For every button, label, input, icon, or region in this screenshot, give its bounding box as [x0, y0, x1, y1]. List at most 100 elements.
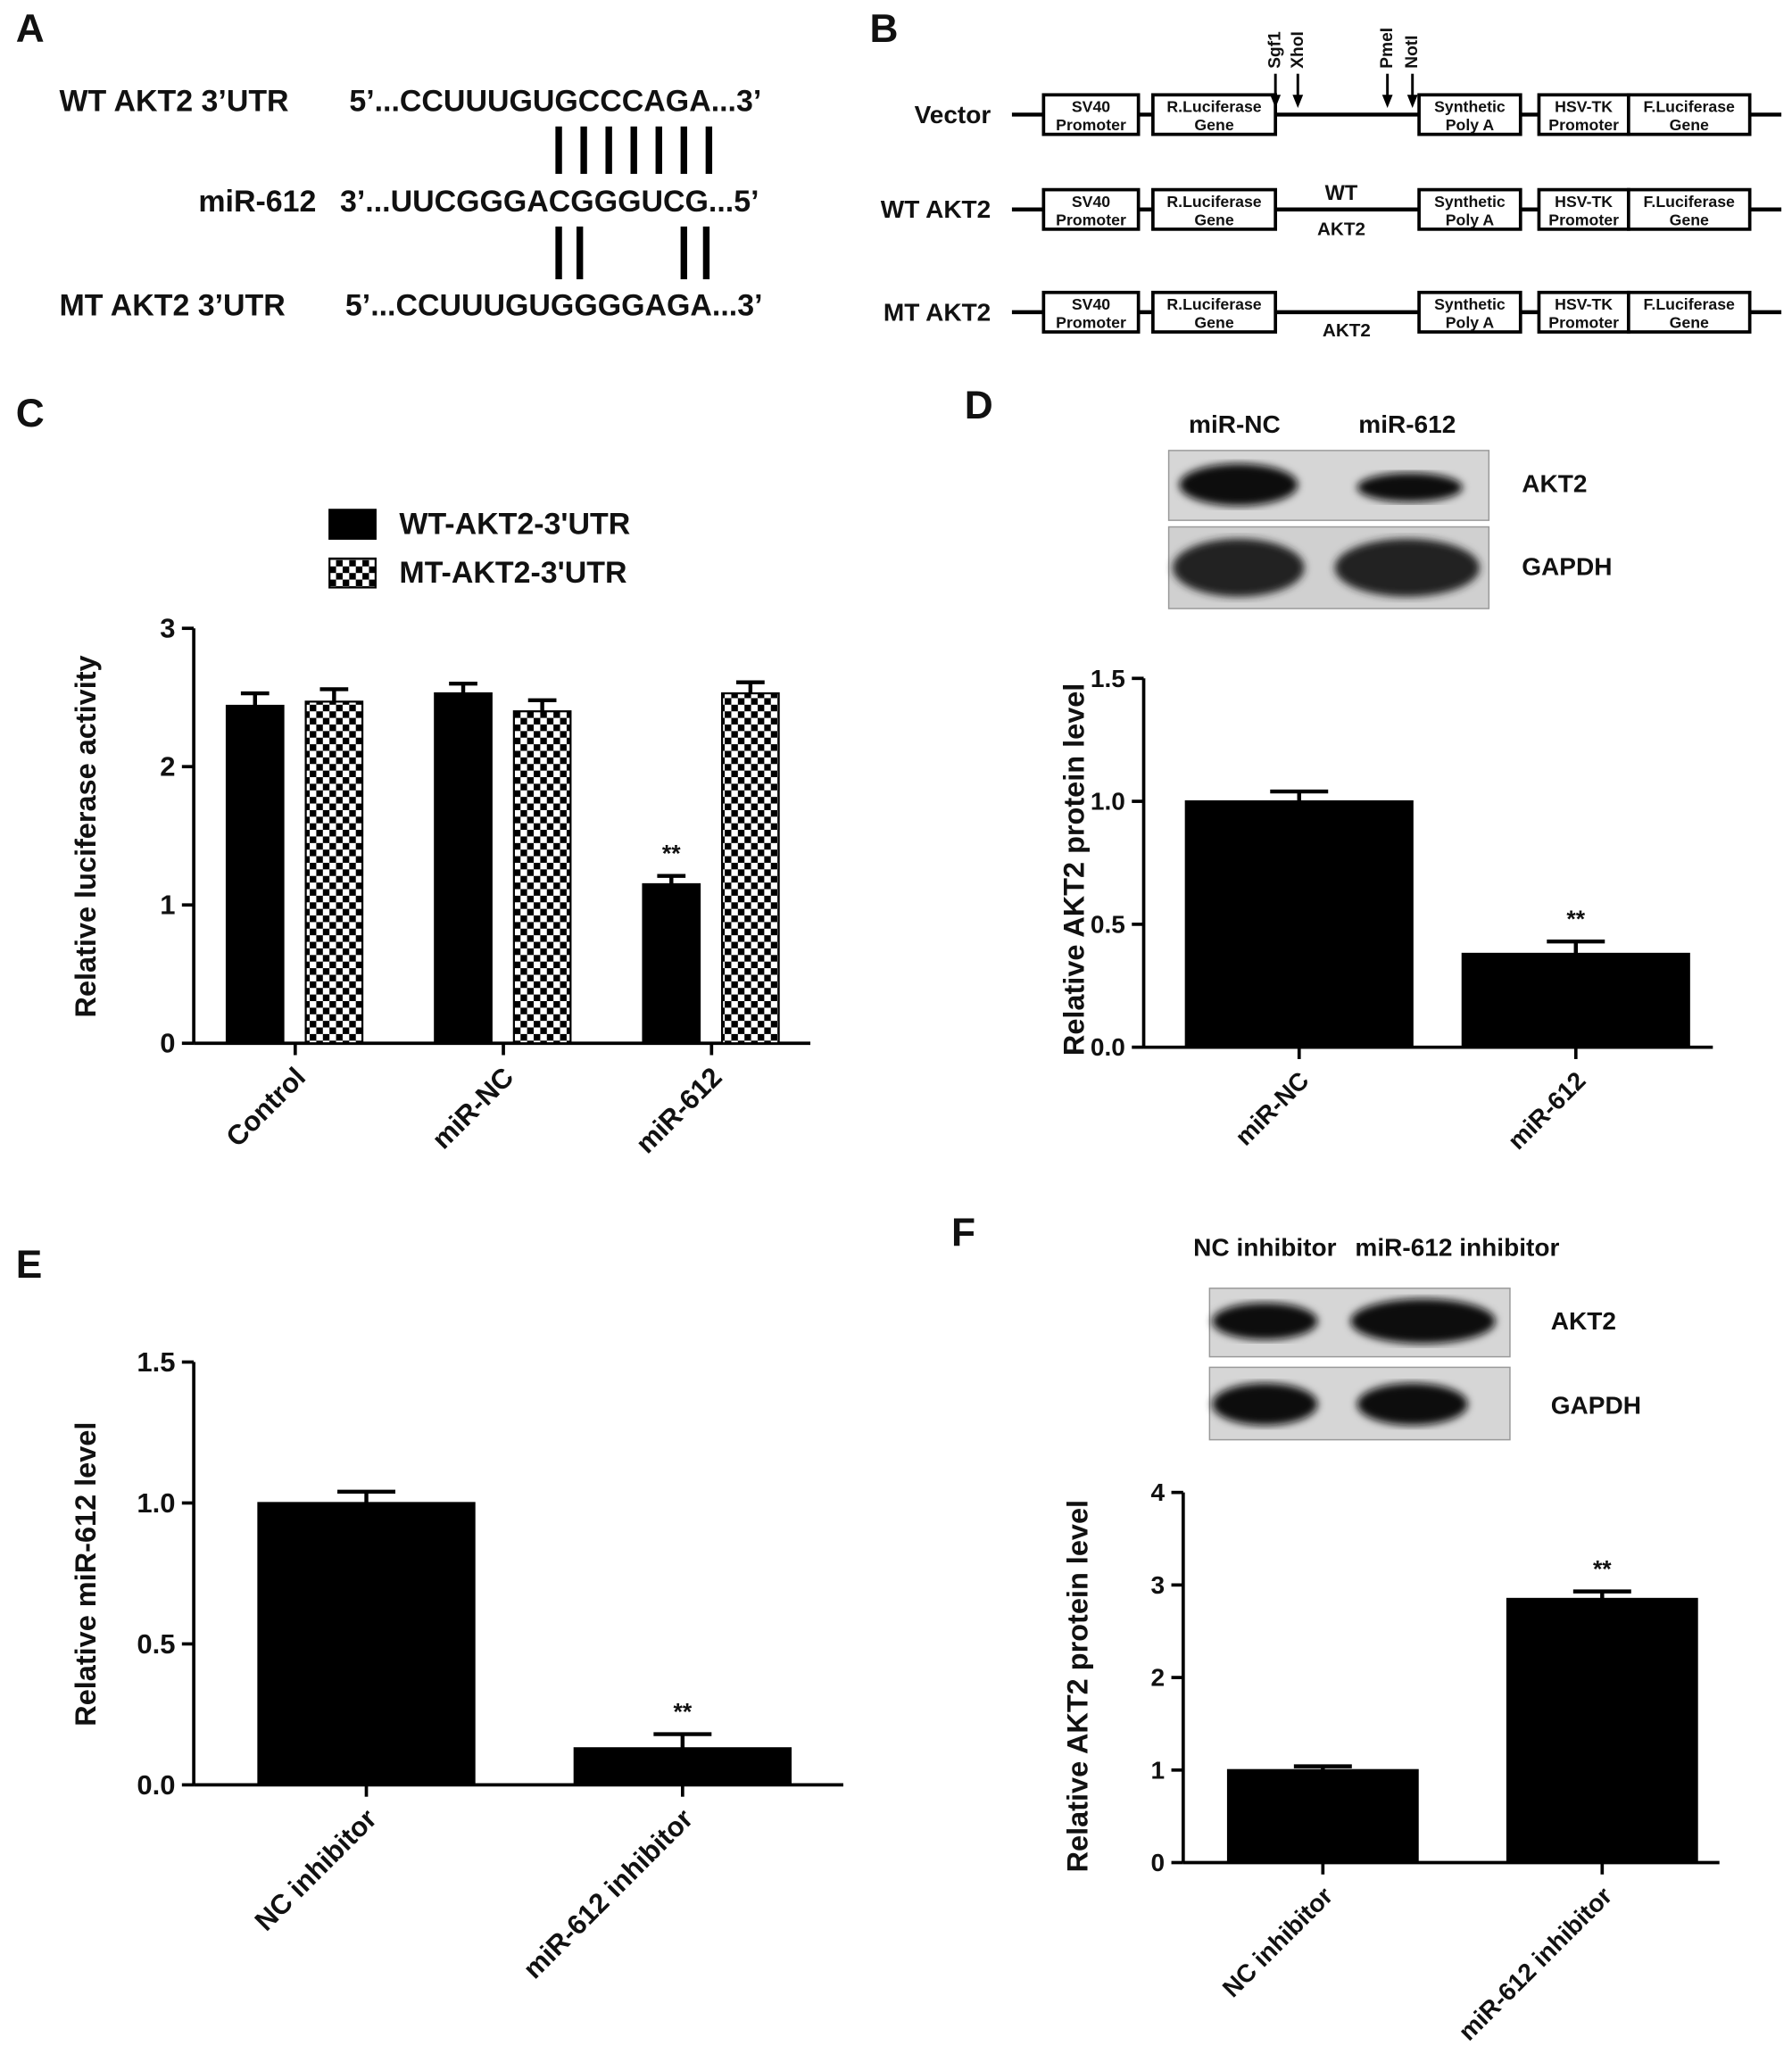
- bar: [1184, 799, 1414, 1048]
- y-tick-label: 0: [160, 1028, 175, 1059]
- construct-box: [1041, 187, 1141, 231]
- bar: [257, 1502, 476, 1786]
- box-text: HSV-TK: [1555, 295, 1613, 313]
- alignment-label: miR-612: [198, 185, 316, 219]
- alignment-sequence: 5’...CCUUUGUGCCCAGA...3’: [349, 85, 761, 119]
- construct-label: Vector: [915, 101, 991, 128]
- band-label: AKT2: [1551, 1307, 1616, 1335]
- y-tick-label: 0.0: [137, 1769, 175, 1801]
- y-axis-label: Relative AKT2 protein level: [1058, 683, 1090, 1056]
- significance-label: **: [1593, 1556, 1612, 1583]
- panel-label: B: [869, 7, 898, 51]
- error-bar: [319, 687, 349, 702]
- box-text: Poly A: [1446, 116, 1495, 134]
- y-tick-label: 4: [1151, 1478, 1166, 1506]
- y-tick-label: 1: [160, 890, 175, 921]
- box-text: Poly A: [1446, 314, 1495, 332]
- site-label: NotI: [1403, 35, 1422, 68]
- bar: [225, 704, 285, 1045]
- significance-label: **: [1566, 906, 1585, 932]
- box-text: Gene: [1670, 116, 1709, 134]
- x-tick-label: Control: [220, 1061, 311, 1153]
- box-text: Promoter: [1548, 314, 1619, 332]
- box-text: SV40: [1072, 295, 1110, 313]
- box-text: HSV-TK: [1555, 98, 1613, 116]
- lane-label: NC inhibitor: [1193, 1234, 1336, 1262]
- y-tick-label: 2: [1151, 1664, 1166, 1692]
- box-text: F.Luciferase: [1644, 193, 1735, 211]
- y-tick-label: 1.0: [137, 1487, 175, 1519]
- y-tick-label: 1.5: [137, 1346, 175, 1378]
- bar: [721, 691, 780, 1045]
- significance-label: **: [673, 1698, 692, 1725]
- error-bar: [653, 1732, 712, 1749]
- site-label: XhoI: [1289, 31, 1307, 69]
- box-text: SV40: [1072, 98, 1110, 116]
- insert-label: AKT2: [1323, 320, 1371, 341]
- box-text: Gene: [1670, 314, 1709, 332]
- box-text: Gene: [1194, 314, 1233, 332]
- y-tick-label: 0.5: [1091, 910, 1125, 938]
- bar: [1506, 1597, 1698, 1864]
- alignment-sequence: 5’...CCUUUGUGGGGAGA...3’: [345, 289, 763, 323]
- panel-label: F: [951, 1211, 975, 1255]
- construct-box: [1626, 93, 1752, 137]
- site-arrowhead: [1406, 95, 1418, 109]
- box-text: Gene: [1670, 211, 1709, 229]
- error-bar: [449, 681, 477, 694]
- box-text: R.Luciferase: [1166, 193, 1261, 211]
- x-tick-label: miR-612 inhibitor: [517, 1803, 699, 1985]
- x-tick-label: NC inhibitor: [1217, 1882, 1338, 2002]
- y-axis-label: Relative luciferase activity: [70, 655, 102, 1017]
- box-text: Synthetic: [1434, 98, 1506, 116]
- panel-label: D: [965, 384, 993, 427]
- construct-label: WT AKT2: [881, 195, 991, 223]
- panel-label: A: [16, 7, 45, 51]
- box-text: HSV-TK: [1555, 193, 1613, 211]
- x-tick-label: miR-NC: [1230, 1066, 1315, 1151]
- x-tick-label: NC inhibitor: [249, 1803, 383, 1937]
- lane-label: miR-NC: [1189, 410, 1281, 438]
- site-arrowhead: [1270, 95, 1282, 109]
- x-tick-label: miR-612 inhibitor: [1453, 1882, 1617, 2046]
- alignment-label: WT AKT2 3’UTR: [60, 85, 289, 119]
- y-tick-label: 3: [160, 613, 175, 644]
- x-tick-label: miR-612: [1503, 1066, 1591, 1155]
- alignment-label: MT AKT2 3’UTR: [60, 289, 286, 323]
- bar: [512, 710, 572, 1045]
- y-tick-label: 0: [1151, 1849, 1166, 1876]
- significance-label: **: [662, 841, 681, 867]
- pairing-bars: [555, 126, 713, 279]
- legend-swatch: [328, 509, 377, 540]
- x-tick-label: miR-NC: [426, 1061, 519, 1155]
- x-tick-label: miR-612: [630, 1061, 728, 1159]
- y-tick-label: 3: [1151, 1571, 1166, 1599]
- box-text: Synthetic: [1434, 193, 1506, 211]
- construct-box: [1417, 93, 1522, 137]
- panel-label: E: [16, 1243, 43, 1287]
- box-text: Promoter: [1548, 116, 1619, 134]
- box-text: F.Luciferase: [1644, 98, 1735, 116]
- alignment-sequence: 3’...UUCGGGACGGGUCG...5’: [340, 185, 759, 219]
- legend-label: MT-AKT2-3'UTR: [399, 556, 626, 590]
- error-bar: [1293, 1764, 1352, 1770]
- bar: [434, 691, 493, 1045]
- western-blot: [1167, 450, 1511, 1441]
- error-bar: [1547, 939, 1605, 954]
- panel-label: C: [16, 392, 45, 435]
- construct-box: [1537, 93, 1630, 137]
- band-label: AKT2: [1522, 469, 1587, 497]
- box-text: Poly A: [1446, 211, 1495, 229]
- box-text: Gene: [1194, 116, 1233, 134]
- error-bar: [240, 691, 270, 707]
- box-text: R.Luciferase: [1166, 295, 1261, 313]
- error-bar: [735, 680, 765, 694]
- construct-box: [1626, 187, 1752, 231]
- box-text: Promoter: [1056, 314, 1126, 332]
- box-text: Promoter: [1056, 211, 1126, 229]
- construct-label: MT AKT2: [884, 298, 991, 326]
- bar: [304, 700, 364, 1045]
- site-arrowhead: [1381, 95, 1393, 109]
- construct-box: [1151, 93, 1278, 137]
